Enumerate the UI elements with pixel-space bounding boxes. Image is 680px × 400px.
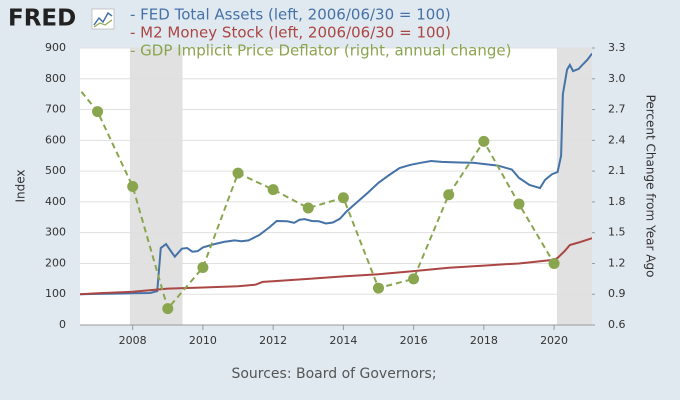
data-point (92, 106, 104, 118)
y-tick-label: 0 (59, 318, 66, 331)
y-axis-title: Index (14, 169, 28, 202)
y2-tick-label: 3.3 (608, 41, 626, 54)
x-tick-label: 2018 (470, 334, 498, 347)
y2-tick-label: 1.8 (608, 195, 626, 208)
data-point (302, 202, 314, 214)
x-tick-label: 2008 (119, 334, 147, 347)
y2-tick-label: 2.1 (608, 164, 626, 177)
y-tick-label: 800 (45, 72, 66, 85)
series-line (80, 88, 555, 311)
y-tick-label: 300 (45, 226, 66, 239)
y-tick-label: 700 (45, 103, 66, 116)
data-point (162, 303, 174, 315)
y-tick-label: 100 (45, 287, 66, 300)
x-tick-label: 2020 (540, 334, 568, 347)
data-point (408, 273, 420, 285)
y2-tick-label: 1.5 (608, 226, 626, 239)
data-point (337, 192, 349, 204)
recession-shade (129, 48, 183, 325)
y-tick-label: 200 (45, 256, 66, 269)
y2-tick-label: 0.9 (608, 287, 626, 300)
x-tick-label: 2012 (259, 334, 287, 347)
x-tick-label: 2016 (400, 334, 428, 347)
y2-tick-label: 2.7 (608, 103, 626, 116)
x-tick-label: 2010 (189, 334, 217, 347)
y-tick-label: 400 (45, 195, 66, 208)
y-tick-label: 600 (45, 133, 66, 146)
data-point (127, 181, 139, 192)
data-point (443, 189, 455, 201)
y2-tick-label: 2.4 (608, 133, 626, 146)
data-point (232, 167, 244, 179)
data-point (267, 184, 279, 196)
data-point (513, 198, 525, 210)
series-line (80, 52, 592, 296)
recession-shade (556, 48, 592, 325)
y-tick-label: 900 (45, 41, 66, 54)
legend-entry: - M2 Money Stock (left, 2006/06/30 = 100… (130, 24, 451, 42)
y2-tick-label: 0.6 (608, 318, 626, 331)
y2-tick-label: 3.0 (608, 72, 626, 85)
x-tick-label: 2014 (329, 334, 357, 347)
logo: FRED (8, 6, 76, 32)
logo-icon (91, 8, 115, 30)
legend-entry: - FED Total Assets (left, 2006/06/30 = 1… (130, 6, 451, 24)
y2-axis-title: Percent Change from Year Ago (644, 95, 658, 278)
y-tick-label: 500 (45, 164, 66, 177)
data-point (548, 257, 560, 269)
y2-tick-label: 1.2 (608, 256, 626, 269)
source: Sources: Board of Governors; (231, 366, 436, 382)
data-point (478, 135, 490, 147)
legend-entry: - GDP Implicit Price Deflator (right, an… (130, 42, 511, 60)
data-point (197, 262, 209, 274)
data-point (372, 282, 384, 294)
